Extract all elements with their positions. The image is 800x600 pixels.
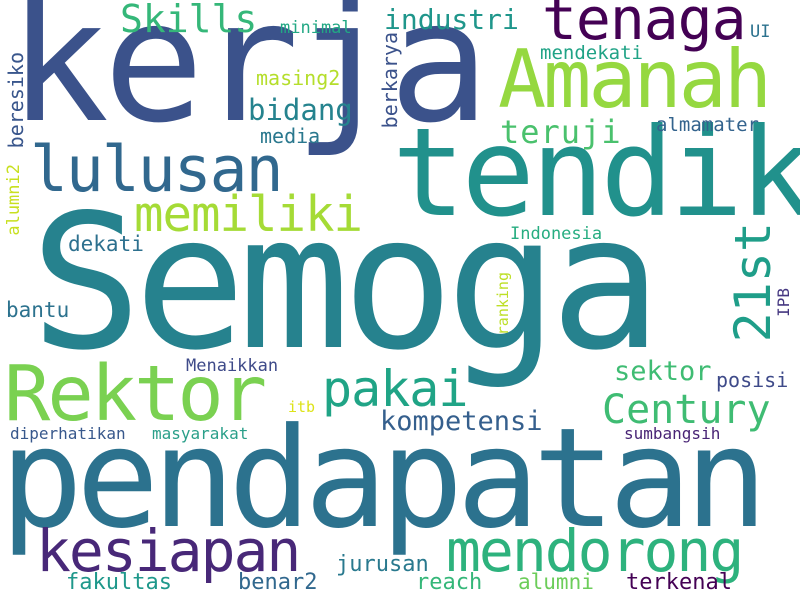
word-mendorong: mendorong — [446, 517, 744, 585]
word-ipb: IPB — [774, 288, 793, 317]
word-ui: UI — [750, 22, 771, 42]
word-tendik: tendik — [392, 102, 800, 244]
word-ranking: ranking — [494, 272, 512, 336]
word-masing2: masing2 — [256, 66, 341, 90]
word-terkenal: terkenal — [626, 570, 732, 595]
word-industri: industri — [384, 3, 519, 36]
word-pendapatan: pendapatan — [0, 398, 768, 559]
word-sektor: sektor — [614, 356, 712, 387]
word-alumni: alumni — [518, 570, 594, 594]
word-benar2: benar2 — [238, 570, 318, 595]
word-lulusan: lulusan — [30, 133, 284, 206]
word-diperhatikan: diperhatikan — [10, 424, 126, 443]
word-bantu: bantu — [6, 298, 70, 322]
word-itb: itb — [288, 398, 316, 416]
word-masyarakat: masyarakat — [152, 424, 249, 443]
word-amanah: Amanah — [498, 33, 772, 126]
word-media: media — [260, 124, 321, 148]
word-jurusan: jurusan — [336, 552, 429, 577]
word-minimal: minimal — [280, 18, 352, 38]
word-kerja: kerja — [8, 0, 490, 160]
word-skills: Skills — [120, 0, 258, 41]
word-indonesia: Indonesia — [510, 224, 603, 244]
word-21st: 21st — [724, 222, 782, 343]
word-semoga: Semoga — [30, 174, 662, 391]
word-mendekati: mendekati — [540, 42, 643, 64]
word-century: Century — [602, 387, 771, 433]
word-memiliki: memiliki — [134, 186, 363, 243]
word-dekati: dekati — [68, 232, 144, 256]
word-pakai: pakai — [322, 360, 469, 418]
word-sumbangsih: sumbangsih — [624, 424, 721, 443]
word-almamater: almamater — [656, 114, 759, 136]
word-reach: reach — [416, 570, 483, 595]
word-rektor: Rektor — [4, 350, 267, 439]
word-menaikkan: Menaikkan — [186, 356, 279, 376]
word-teruji: teruji — [500, 113, 622, 151]
word-tenaga: tenaga — [542, 0, 747, 53]
word-bidang: bidang — [248, 93, 353, 127]
word-beresiko: beresiko — [4, 52, 28, 149]
word-kesiapan: kesiapan — [36, 517, 301, 585]
word-kompetensi: kompetensi — [380, 406, 543, 437]
word-posisi: posisi — [716, 368, 789, 392]
word-berkarya: berkarya — [378, 32, 402, 129]
word-fakultas: fakultas — [66, 570, 172, 595]
word-alumni2: alumni2 — [4, 164, 24, 236]
